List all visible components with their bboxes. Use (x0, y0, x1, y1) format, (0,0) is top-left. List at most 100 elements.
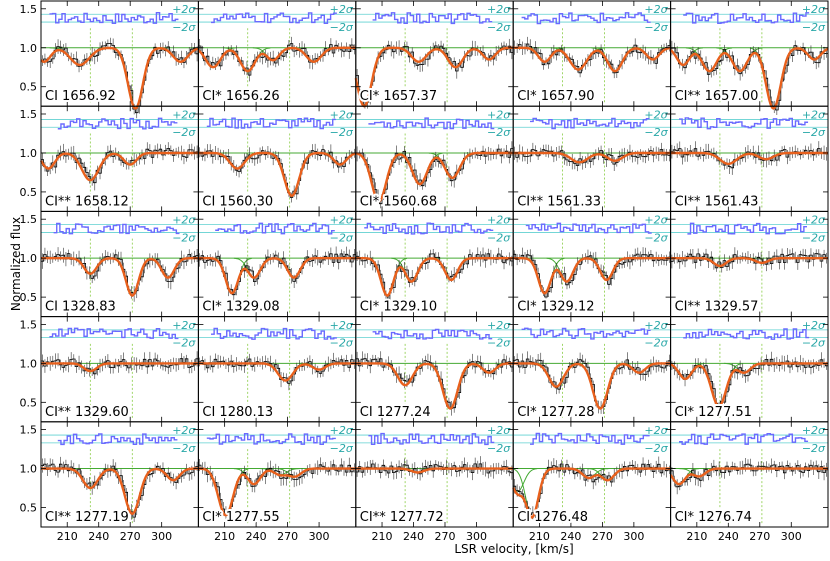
sigma-minus-label: −2σ (330, 337, 354, 350)
fit-profile (355, 257, 514, 297)
x-tick-label: 240 (403, 530, 424, 543)
residual-line (529, 117, 650, 130)
panel-label: CI** 1657.00 (675, 89, 759, 104)
residual-line (678, 433, 809, 445)
panel-label-halo: CI** 1658.12 (45, 194, 129, 209)
y-axis-label: Normalized flux (9, 217, 23, 311)
residual-line (687, 222, 808, 235)
sigma-minus-label: −2σ (330, 126, 354, 139)
data-spectrum (670, 148, 828, 169)
residual-line (521, 12, 651, 25)
fit-profile (198, 362, 356, 382)
fit-profile (198, 151, 357, 198)
sigma-plus-label: +2σ (487, 319, 511, 332)
y-tick-label: 1.5 (20, 424, 38, 437)
x-tick-label: 300 (466, 530, 487, 543)
panel-label-halo: CI* 1560.68 (360, 194, 437, 209)
panel-label: CI** 1277.19 (45, 510, 129, 525)
sigma-minus-label: −2σ (644, 21, 668, 34)
y-tick-label: 1.5 (20, 108, 38, 121)
sigma-minus-label: −2σ (330, 442, 354, 455)
sigma-plus-label: +2σ (487, 108, 511, 121)
panel-label: CI* 1277.55 (202, 510, 279, 525)
sigma-minus-label: −2σ (172, 337, 196, 350)
fit-profile (513, 362, 671, 410)
y-tick-label: 1.0 (20, 147, 38, 160)
sigma-plus-label: +2σ (330, 319, 354, 332)
y-tick-label: 1.0 (20, 42, 38, 55)
sigma-plus-label: +2σ (172, 424, 196, 437)
sigma-plus-label: +2σ (172, 319, 196, 332)
panel-label-halo: CI* 1657.90 (517, 89, 594, 104)
sigma-plus-label: +2σ (644, 214, 668, 227)
x-tick-label: 240 (718, 530, 739, 543)
panel-label-halo: CI** 1657.00 (675, 89, 759, 104)
residual-line (210, 12, 337, 24)
fit-profile (40, 46, 199, 110)
panel-label-halo: CI** 1329.60 (45, 405, 129, 420)
panel-label-halo: CI* 1329.08 (202, 300, 279, 315)
sigma-minus-label: −2σ (487, 21, 511, 34)
sigma-minus-label: −2σ (487, 337, 511, 350)
x-tick-label: 300 (309, 530, 330, 543)
fit-profile (669, 47, 829, 110)
y-tick-label: 1.5 (20, 213, 38, 226)
residual-line (372, 12, 493, 25)
data-spectrum (670, 358, 828, 408)
residual-line (206, 433, 336, 445)
sigma-plus-label: +2σ (644, 424, 668, 437)
residual-line (521, 327, 651, 340)
fit-profile (513, 151, 671, 164)
panel-label-halo: CI** 1329.57 (675, 300, 759, 315)
data-spectrum (670, 463, 828, 488)
y-tick-label: 1.0 (20, 463, 38, 476)
panel-label: CI* 1657.90 (517, 89, 594, 104)
residual-line (683, 12, 810, 25)
component-profile (513, 468, 538, 493)
sigma-minus-label: −2σ (330, 21, 354, 34)
x-tick-label: 240 (88, 530, 109, 543)
panel-label: CI* 1329.08 (202, 300, 279, 315)
panel-label: CI 1328.83 (45, 300, 116, 315)
panel-label-halo: CI 1280.13 (202, 405, 273, 420)
residual-line (364, 222, 494, 235)
residual-line (368, 117, 495, 130)
sigma-plus-label: +2σ (644, 3, 668, 16)
panel-label-halo: CI* 1276.74 (675, 510, 752, 525)
sigma-plus-label: +2σ (644, 108, 668, 121)
fit-profile (39, 151, 199, 182)
sigma-minus-label: −2σ (172, 231, 196, 244)
sigma-minus-label: −2σ (802, 337, 826, 350)
panel-label: CI 1280.13 (202, 405, 273, 420)
data-spectrum (41, 358, 199, 375)
sigma-minus-label: −2σ (487, 126, 511, 139)
panel-label-halo: CI* 1657.37 (360, 89, 437, 104)
x-tick-label: 270 (277, 530, 298, 543)
panel-label: CI* 1560.68 (360, 194, 437, 209)
x-tick-label: 210 (529, 530, 550, 543)
y-tick-label: 0.5 (20, 186, 38, 199)
fit-profile (513, 46, 671, 73)
panel-label: CI* 1277.51 (675, 405, 752, 420)
residual-line (372, 328, 493, 340)
residual-line (215, 222, 335, 235)
residual-line (683, 328, 810, 340)
residual-line (206, 117, 336, 130)
x-tick-label: 270 (120, 530, 141, 543)
panel-label-halo: CI* 1277.28 (517, 405, 594, 420)
fit-profile (670, 362, 828, 408)
fit-profile (41, 257, 199, 297)
x-tick-label: 270 (749, 530, 770, 543)
